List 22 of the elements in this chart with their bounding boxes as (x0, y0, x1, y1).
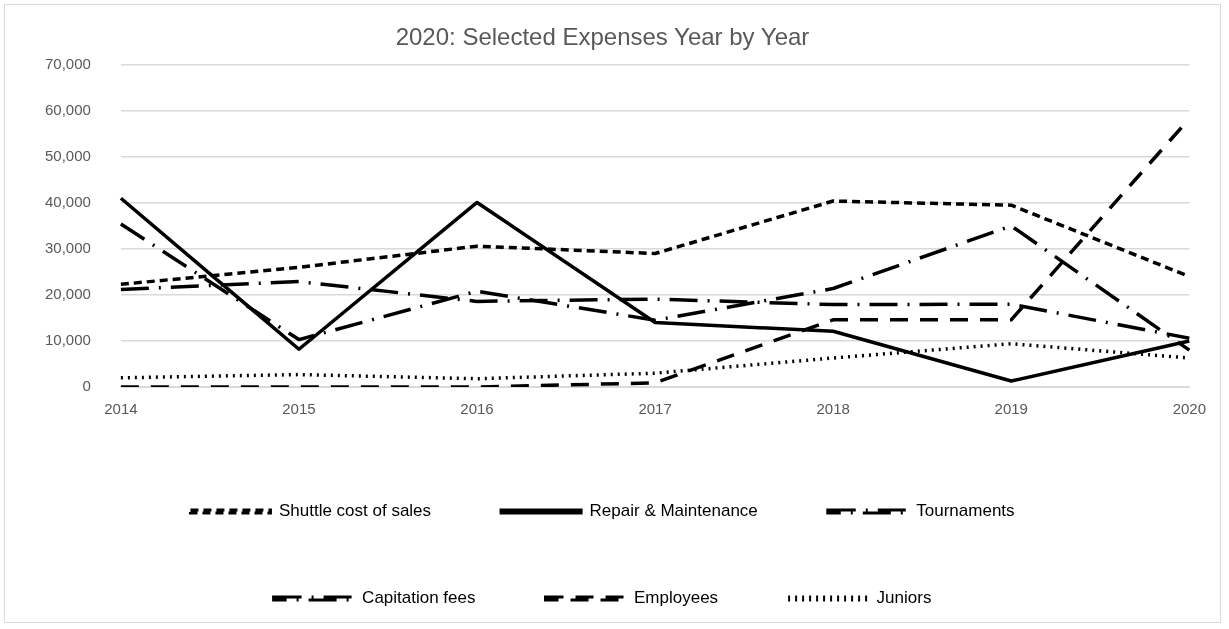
x-tick-label: 2016 (460, 400, 494, 418)
legend-label: Capitation fees (362, 588, 476, 608)
x-tick-label: 2017 (638, 400, 672, 418)
legend-label: Shuttle cost of sales (278, 501, 432, 521)
y-tick-label: 50,000 (44, 147, 91, 164)
x-tick-label: 2019 (994, 400, 1028, 418)
chart-title: 2020: Selected Expenses Year by Year (395, 23, 810, 51)
legend-label: Juniors (876, 588, 932, 608)
y-tick-label: 10,000 (44, 331, 91, 349)
legend-label: Tournaments (916, 501, 1015, 521)
y-tick-label: 40,000 (44, 193, 91, 211)
x-tick-label: 2014 (104, 400, 138, 418)
y-tick-label: 60,000 (44, 100, 91, 118)
x-tick-label: 2015 (282, 400, 316, 418)
x-tick-label: 2018 (816, 400, 850, 418)
y-tick-label: 30,000 (44, 239, 91, 257)
y-tick-label: 20,000 (44, 285, 91, 303)
x-tick-label: 2020 (1172, 400, 1206, 418)
legend-label: Repair & Maintenance (589, 501, 758, 521)
y-tick-label: 70,000 (44, 54, 91, 72)
legend-label: Employees (634, 588, 719, 608)
y-tick-label: 0 (82, 377, 91, 395)
